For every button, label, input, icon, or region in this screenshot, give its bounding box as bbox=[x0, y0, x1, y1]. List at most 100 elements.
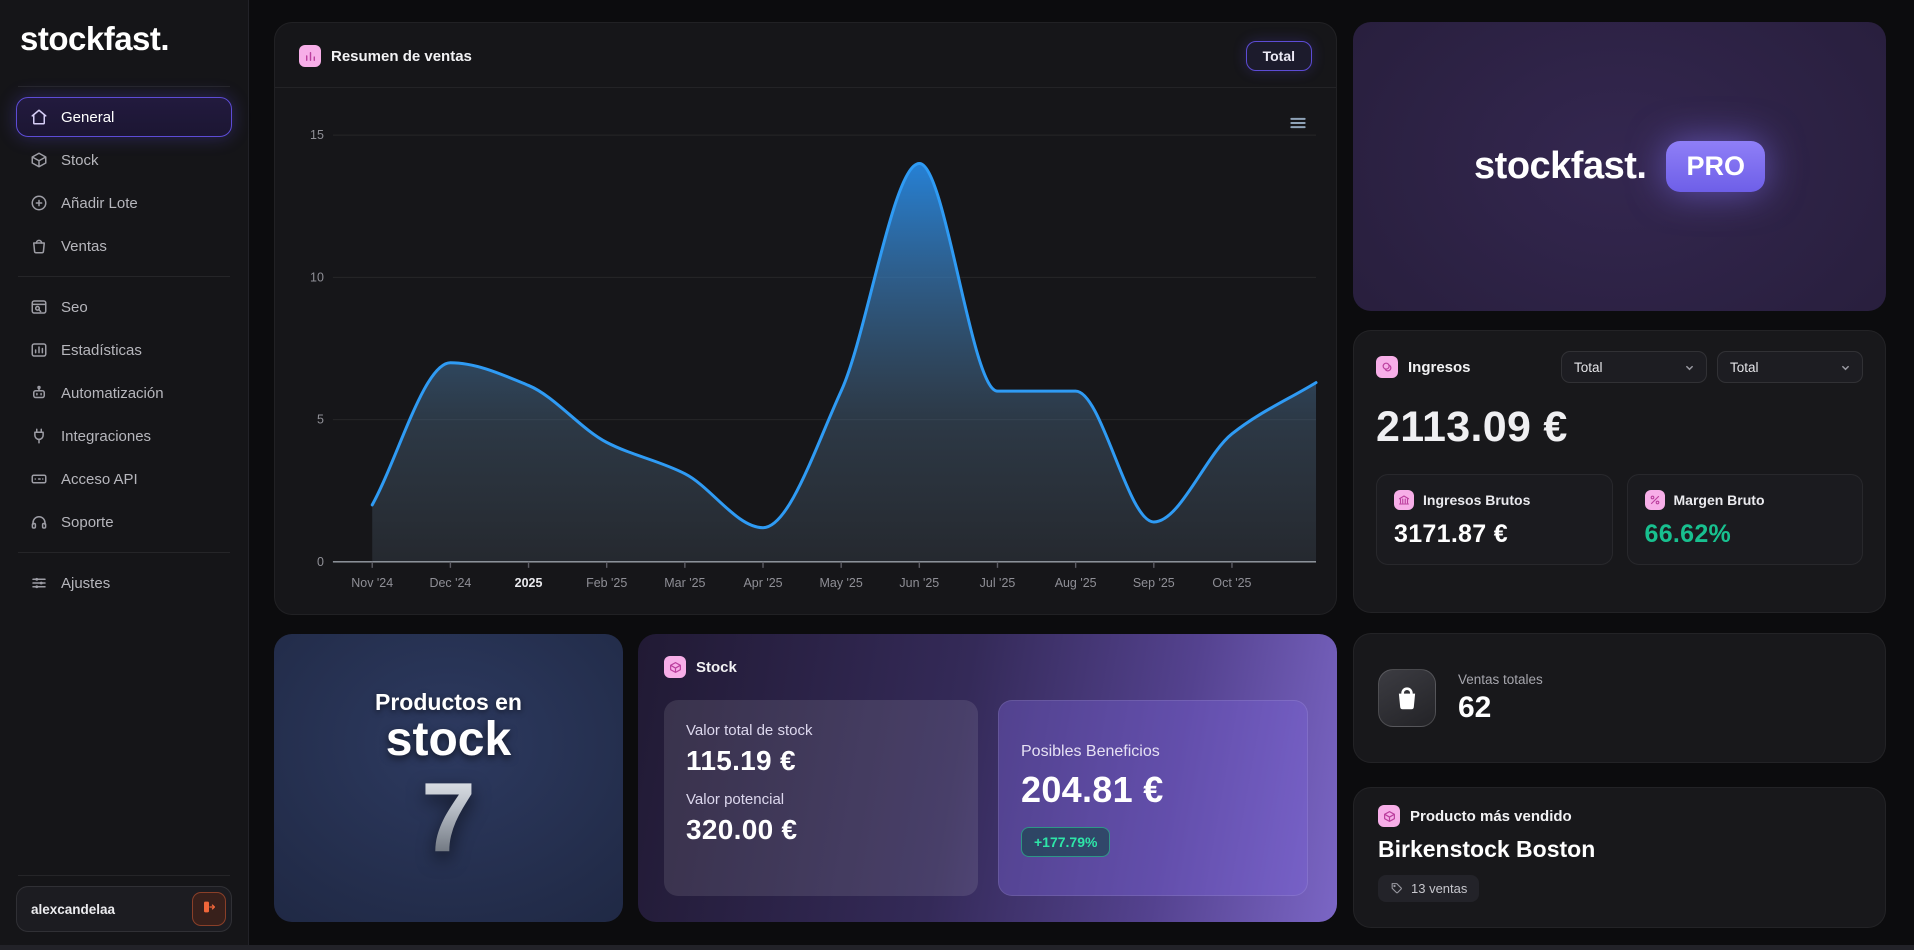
sidebar-item-label: Soporte bbox=[61, 513, 114, 531]
svg-text:5: 5 bbox=[317, 413, 324, 427]
percent-icon bbox=[1644, 490, 1665, 510]
income-total-value: 2113.09 € bbox=[1376, 403, 1568, 451]
pro-banner-card[interactable]: stockfast. PRO bbox=[1353, 22, 1886, 311]
sales-summary-title: Resumen de ventas bbox=[331, 47, 472, 65]
package-icon bbox=[30, 151, 48, 169]
shopping-bag-icon bbox=[1378, 669, 1436, 727]
sidebar-item-stock[interactable]: Stock bbox=[16, 140, 232, 180]
sales-summary-title-row: Resumen de ventas bbox=[299, 45, 472, 67]
sales-chart-svg: 0 5 10 15 Nov '24 Dec '24 2025 Feb '25 Mar '25 Ap… bbox=[310, 128, 1318, 590]
total-sales-card: Ventas totales 62 bbox=[1353, 633, 1886, 763]
sidebar-item-acceso-api[interactable]: Acceso API bbox=[16, 459, 232, 499]
sidebar-item-automatizacion[interactable]: Automatización bbox=[16, 373, 232, 413]
sidebar-item-label: General bbox=[61, 108, 115, 126]
total-sales-text: Ventas totales 62 bbox=[1458, 672, 1543, 725]
sales-chart: 0 5 10 15 Nov '24 Dec '24 2025 Feb '25 Mar '25 Ap… bbox=[287, 105, 1324, 604]
stock-count-value: 7 bbox=[421, 761, 476, 872]
gross-income-box: Ingresos Brutos 3171.87 € bbox=[1376, 474, 1613, 565]
chevron-down-icon bbox=[1685, 363, 1694, 372]
window-edge bbox=[0, 945, 1914, 950]
profit-value: 204.81 € bbox=[1021, 769, 1164, 810]
income-filter-select-1[interactable]: Total bbox=[1561, 351, 1707, 383]
income-grid: Ingresos Brutos 3171.87 € Margen Bruto 6… bbox=[1376, 474, 1863, 565]
income-header: Ingresos Total Total bbox=[1376, 351, 1863, 383]
sidebar-divider bbox=[18, 552, 230, 553]
sidebar-item-label: Ajustes bbox=[61, 574, 111, 592]
stock-potential-label: Valor potencial bbox=[686, 791, 785, 808]
sidebar-item-ajustes[interactable]: Ajustes bbox=[16, 563, 232, 603]
svg-text:May '25: May '25 bbox=[820, 576, 863, 590]
user-pill[interactable]: alexcandelaa bbox=[16, 886, 232, 932]
sidebar-item-anadir-lote[interactable]: Añadir Lote bbox=[16, 183, 232, 223]
stock-count-line1: Productos en bbox=[375, 689, 522, 716]
income-filter-select-2[interactable]: Total bbox=[1717, 351, 1863, 383]
sidebar-divider bbox=[18, 86, 230, 87]
svg-text:Mar '25: Mar '25 bbox=[664, 576, 705, 590]
chart-frame-icon bbox=[30, 341, 48, 359]
gross-income-value: 3171.87 € bbox=[1394, 520, 1508, 548]
gross-income-label: Ingresos Brutos bbox=[1423, 492, 1531, 508]
sidebar-item-ventas[interactable]: Ventas bbox=[16, 226, 232, 266]
sidebar-item-label: Añadir Lote bbox=[61, 194, 138, 212]
svg-text:2025: 2025 bbox=[515, 576, 543, 590]
plus-circle-icon bbox=[30, 194, 48, 212]
svg-text:15: 15 bbox=[310, 128, 324, 142]
svg-text:Aug '25: Aug '25 bbox=[1055, 576, 1097, 590]
best-seller-title: Producto más vendido bbox=[1410, 807, 1572, 825]
income-title: Ingresos bbox=[1408, 358, 1471, 376]
stock-total-value: 115.19 € bbox=[686, 745, 796, 776]
bot-icon bbox=[30, 384, 48, 402]
svg-text:Jun '25: Jun '25 bbox=[899, 576, 939, 590]
sidebar-item-seo[interactable]: Seo bbox=[16, 287, 232, 327]
stock-total-label: Valor total de stock bbox=[686, 722, 813, 739]
sidebar-item-integraciones[interactable]: Integraciones bbox=[16, 416, 232, 456]
sales-count-label: 13 ventas bbox=[1411, 881, 1468, 896]
sidebar-item-label: Ventas bbox=[61, 237, 107, 255]
sidebar-item-estadisticas[interactable]: Estadísticas bbox=[16, 330, 232, 370]
svg-text:Sep '25: Sep '25 bbox=[1133, 576, 1175, 590]
pro-badge: PRO bbox=[1666, 141, 1765, 192]
logout-icon bbox=[201, 899, 217, 920]
home-icon bbox=[30, 108, 48, 126]
box-icon bbox=[1378, 805, 1400, 827]
range-total-button[interactable]: Total bbox=[1245, 41, 1312, 71]
browser-search-icon bbox=[30, 298, 48, 316]
profit-box: Posibles Beneficios 204.81 € +177.79% bbox=[998, 700, 1308, 896]
sidebar-item-soporte[interactable]: Soporte bbox=[16, 502, 232, 542]
sidebar-item-label: Estadísticas bbox=[61, 341, 142, 359]
best-seller-title-row: Producto más vendido bbox=[1378, 805, 1861, 827]
chart-menu-icon[interactable] bbox=[1288, 113, 1308, 133]
sidebar-bottom: alexcandelaa bbox=[16, 865, 232, 932]
sidebar-nav: General Stock Añadir Lote Ventas Seo Estadíst… bbox=[16, 76, 232, 606]
svg-text:Feb '25: Feb '25 bbox=[586, 576, 627, 590]
svg-text:0: 0 bbox=[317, 555, 324, 569]
stock-value-card: Stock Valor total de stock 115.19 € Valo… bbox=[638, 634, 1337, 922]
svg-text:Jul '25: Jul '25 bbox=[980, 576, 1016, 590]
api-card-icon bbox=[30, 470, 48, 488]
profit-label: Posibles Beneficios bbox=[1021, 743, 1160, 760]
sidebar-divider bbox=[18, 875, 230, 876]
sidebar: stockfast. General Stock Añadir Lote Ventas… bbox=[0, 0, 249, 950]
chevron-down-icon bbox=[1841, 363, 1850, 372]
sidebar-divider bbox=[18, 276, 230, 277]
income-title-row: Ingresos bbox=[1376, 356, 1551, 378]
gross-margin-head: Margen Bruto bbox=[1644, 490, 1846, 510]
username-label: alexcandelaa bbox=[31, 901, 116, 917]
stock-values-box: Valor total de stock 115.19 € Valor pote… bbox=[664, 700, 978, 896]
logout-button[interactable] bbox=[192, 892, 226, 926]
income-card: Ingresos Total Total 2113.09 € Ingresos … bbox=[1353, 330, 1886, 613]
headphones-icon bbox=[30, 513, 48, 531]
total-sales-label: Ventas totales bbox=[1458, 671, 1543, 687]
stock-card-title: Stock bbox=[696, 658, 737, 676]
sales-summary-header: Resumen de ventas Total bbox=[275, 23, 1336, 88]
stock-potential-value: 320.00 € bbox=[686, 814, 798, 845]
sidebar-item-general[interactable]: General bbox=[16, 97, 232, 137]
best-seller-card: Producto más vendido Birkenstock Boston … bbox=[1353, 787, 1886, 928]
best-seller-product: Birkenstock Boston bbox=[1378, 836, 1596, 862]
svg-text:10: 10 bbox=[310, 270, 324, 284]
gross-margin-box: Margen Bruto 66.62% bbox=[1626, 474, 1863, 565]
pro-brand: stockfast. bbox=[1474, 145, 1647, 187]
sliders-icon bbox=[30, 574, 48, 592]
sidebar-item-label: Seo bbox=[61, 298, 88, 316]
sidebar-item-label: Stock bbox=[61, 151, 99, 169]
